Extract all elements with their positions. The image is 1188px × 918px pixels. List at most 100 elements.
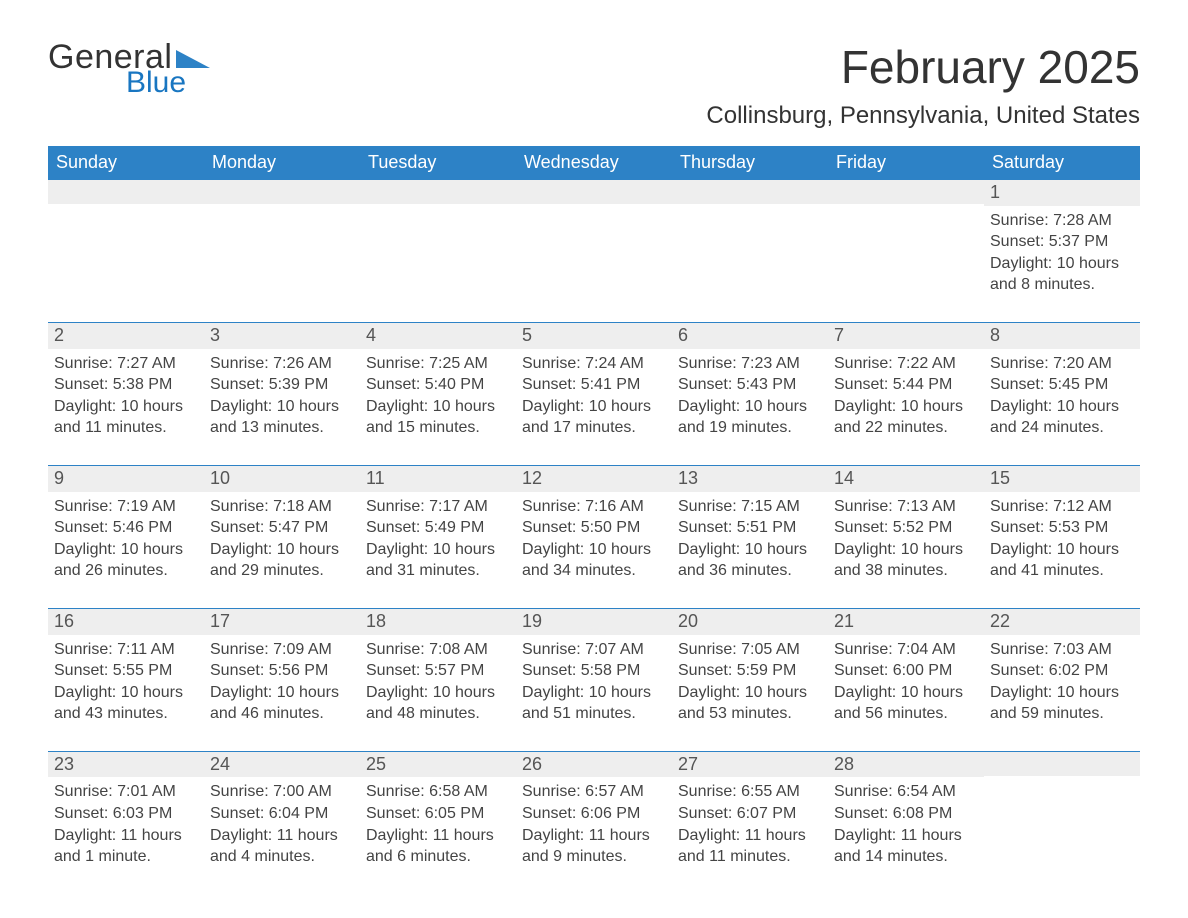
empty-day	[984, 776, 1140, 806]
day-cell	[984, 751, 1140, 893]
sunset-text: Sunset: 6:08 PM	[834, 803, 978, 825]
sunset-text: Sunset: 6:06 PM	[522, 803, 666, 825]
day-details: Sunrise: 7:19 AMSunset: 5:46 PMDaylight:…	[48, 492, 204, 608]
day-number: 26	[516, 752, 672, 778]
sunset-text: Sunset: 6:00 PM	[834, 660, 978, 682]
day-number: 24	[204, 752, 360, 778]
sunrise-text: Sunrise: 7:27 AM	[54, 353, 198, 375]
daylight-text: Daylight: 11 hours and 4 minutes.	[210, 825, 354, 868]
sunrise-text: Sunrise: 7:25 AM	[366, 353, 510, 375]
sunset-text: Sunset: 5:46 PM	[54, 517, 198, 539]
day-cell: 23Sunrise: 7:01 AMSunset: 6:03 PMDayligh…	[48, 751, 204, 893]
daylight-text: Daylight: 10 hours and 59 minutes.	[990, 682, 1134, 725]
sunrise-text: Sunrise: 7:07 AM	[522, 639, 666, 661]
day-cell: 5Sunrise: 7:24 AMSunset: 5:41 PMDaylight…	[516, 322, 672, 465]
day-number: 5	[516, 323, 672, 349]
daylight-text: Daylight: 10 hours and 29 minutes.	[210, 539, 354, 582]
calendar-header: SundayMondayTuesdayWednesdayThursdayFrid…	[48, 146, 1140, 180]
daylight-text: Daylight: 10 hours and 8 minutes.	[990, 253, 1134, 296]
daylight-text: Daylight: 11 hours and 11 minutes.	[678, 825, 822, 868]
title-block: February 2025 Collinsburg, Pennsylvania,…	[706, 40, 1140, 130]
day-number: 15	[984, 466, 1140, 492]
day-cell: 7Sunrise: 7:22 AMSunset: 5:44 PMDaylight…	[828, 322, 984, 465]
day-number: 20	[672, 609, 828, 635]
sunrise-text: Sunrise: 7:08 AM	[366, 639, 510, 661]
sunset-text: Sunset: 5:43 PM	[678, 374, 822, 396]
sunset-text: Sunset: 6:02 PM	[990, 660, 1134, 682]
sunrise-text: Sunrise: 7:17 AM	[366, 496, 510, 518]
daylight-text: Daylight: 10 hours and 11 minutes.	[54, 396, 198, 439]
day-cell: 26Sunrise: 6:57 AMSunset: 6:06 PMDayligh…	[516, 751, 672, 893]
sunset-text: Sunset: 5:53 PM	[990, 517, 1134, 539]
sunset-text: Sunset: 5:49 PM	[366, 517, 510, 539]
daylight-text: Daylight: 10 hours and 31 minutes.	[366, 539, 510, 582]
day-number: 23	[48, 752, 204, 778]
sunrise-text: Sunrise: 7:09 AM	[210, 639, 354, 661]
day-cell: 18Sunrise: 7:08 AMSunset: 5:57 PMDayligh…	[360, 608, 516, 751]
logo-triangle-icon	[176, 46, 210, 68]
day-cell: 27Sunrise: 6:55 AMSunset: 6:07 PMDayligh…	[672, 751, 828, 893]
day-cell	[672, 180, 828, 323]
empty-day	[516, 204, 672, 234]
day-details: Sunrise: 7:04 AMSunset: 6:00 PMDaylight:…	[828, 635, 984, 751]
daylight-text: Daylight: 10 hours and 19 minutes.	[678, 396, 822, 439]
day-details: Sunrise: 7:20 AMSunset: 5:45 PMDaylight:…	[984, 349, 1140, 465]
day-details: Sunrise: 7:01 AMSunset: 6:03 PMDaylight:…	[48, 777, 204, 893]
sunset-text: Sunset: 5:51 PM	[678, 517, 822, 539]
empty-day-number	[204, 180, 360, 204]
day-cell: 24Sunrise: 7:00 AMSunset: 6:04 PMDayligh…	[204, 751, 360, 893]
day-details: Sunrise: 7:24 AMSunset: 5:41 PMDaylight:…	[516, 349, 672, 465]
sunset-text: Sunset: 5:58 PM	[522, 660, 666, 682]
sunrise-text: Sunrise: 7:03 AM	[990, 639, 1134, 661]
day-cell	[516, 180, 672, 323]
sunset-text: Sunset: 5:44 PM	[834, 374, 978, 396]
day-details: Sunrise: 7:25 AMSunset: 5:40 PMDaylight:…	[360, 349, 516, 465]
day-cell: 1Sunrise: 7:28 AMSunset: 5:37 PMDaylight…	[984, 180, 1140, 323]
column-header: Tuesday	[360, 146, 516, 180]
sunrise-text: Sunrise: 7:04 AM	[834, 639, 978, 661]
day-number: 8	[984, 323, 1140, 349]
column-header: Sunday	[48, 146, 204, 180]
daylight-text: Daylight: 10 hours and 53 minutes.	[678, 682, 822, 725]
column-header: Monday	[204, 146, 360, 180]
sunset-text: Sunset: 6:04 PM	[210, 803, 354, 825]
sunset-text: Sunset: 5:57 PM	[366, 660, 510, 682]
sunrise-text: Sunrise: 7:23 AM	[678, 353, 822, 375]
sunset-text: Sunset: 5:41 PM	[522, 374, 666, 396]
sunrise-text: Sunrise: 7:20 AM	[990, 353, 1134, 375]
column-header: Thursday	[672, 146, 828, 180]
day-number: 12	[516, 466, 672, 492]
day-cell: 20Sunrise: 7:05 AMSunset: 5:59 PMDayligh…	[672, 608, 828, 751]
day-cell: 19Sunrise: 7:07 AMSunset: 5:58 PMDayligh…	[516, 608, 672, 751]
day-cell: 13Sunrise: 7:15 AMSunset: 5:51 PMDayligh…	[672, 465, 828, 608]
daylight-text: Daylight: 10 hours and 56 minutes.	[834, 682, 978, 725]
day-number: 7	[828, 323, 984, 349]
day-number: 2	[48, 323, 204, 349]
sunset-text: Sunset: 5:47 PM	[210, 517, 354, 539]
empty-day	[672, 204, 828, 234]
sunrise-text: Sunrise: 7:26 AM	[210, 353, 354, 375]
daylight-text: Daylight: 10 hours and 34 minutes.	[522, 539, 666, 582]
sunrise-text: Sunrise: 7:28 AM	[990, 210, 1134, 232]
day-details: Sunrise: 6:55 AMSunset: 6:07 PMDaylight:…	[672, 777, 828, 893]
week-row: 1Sunrise: 7:28 AMSunset: 5:37 PMDaylight…	[48, 180, 1140, 323]
sunrise-text: Sunrise: 6:57 AM	[522, 781, 666, 803]
empty-day-number	[672, 180, 828, 204]
daylight-text: Daylight: 10 hours and 36 minutes.	[678, 539, 822, 582]
day-details: Sunrise: 7:03 AMSunset: 6:02 PMDaylight:…	[984, 635, 1140, 751]
day-details: Sunrise: 7:16 AMSunset: 5:50 PMDaylight:…	[516, 492, 672, 608]
week-row: 9Sunrise: 7:19 AMSunset: 5:46 PMDaylight…	[48, 465, 1140, 608]
day-details: Sunrise: 7:17 AMSunset: 5:49 PMDaylight:…	[360, 492, 516, 608]
day-number: 13	[672, 466, 828, 492]
daylight-text: Daylight: 10 hours and 13 minutes.	[210, 396, 354, 439]
sunset-text: Sunset: 5:50 PM	[522, 517, 666, 539]
day-cell	[204, 180, 360, 323]
week-row: 16Sunrise: 7:11 AMSunset: 5:55 PMDayligh…	[48, 608, 1140, 751]
empty-day	[828, 204, 984, 234]
day-details: Sunrise: 7:00 AMSunset: 6:04 PMDaylight:…	[204, 777, 360, 893]
day-details: Sunrise: 7:27 AMSunset: 5:38 PMDaylight:…	[48, 349, 204, 465]
sunset-text: Sunset: 5:52 PM	[834, 517, 978, 539]
day-details: Sunrise: 7:07 AMSunset: 5:58 PMDaylight:…	[516, 635, 672, 751]
day-details: Sunrise: 7:18 AMSunset: 5:47 PMDaylight:…	[204, 492, 360, 608]
sunset-text: Sunset: 5:37 PM	[990, 231, 1134, 253]
